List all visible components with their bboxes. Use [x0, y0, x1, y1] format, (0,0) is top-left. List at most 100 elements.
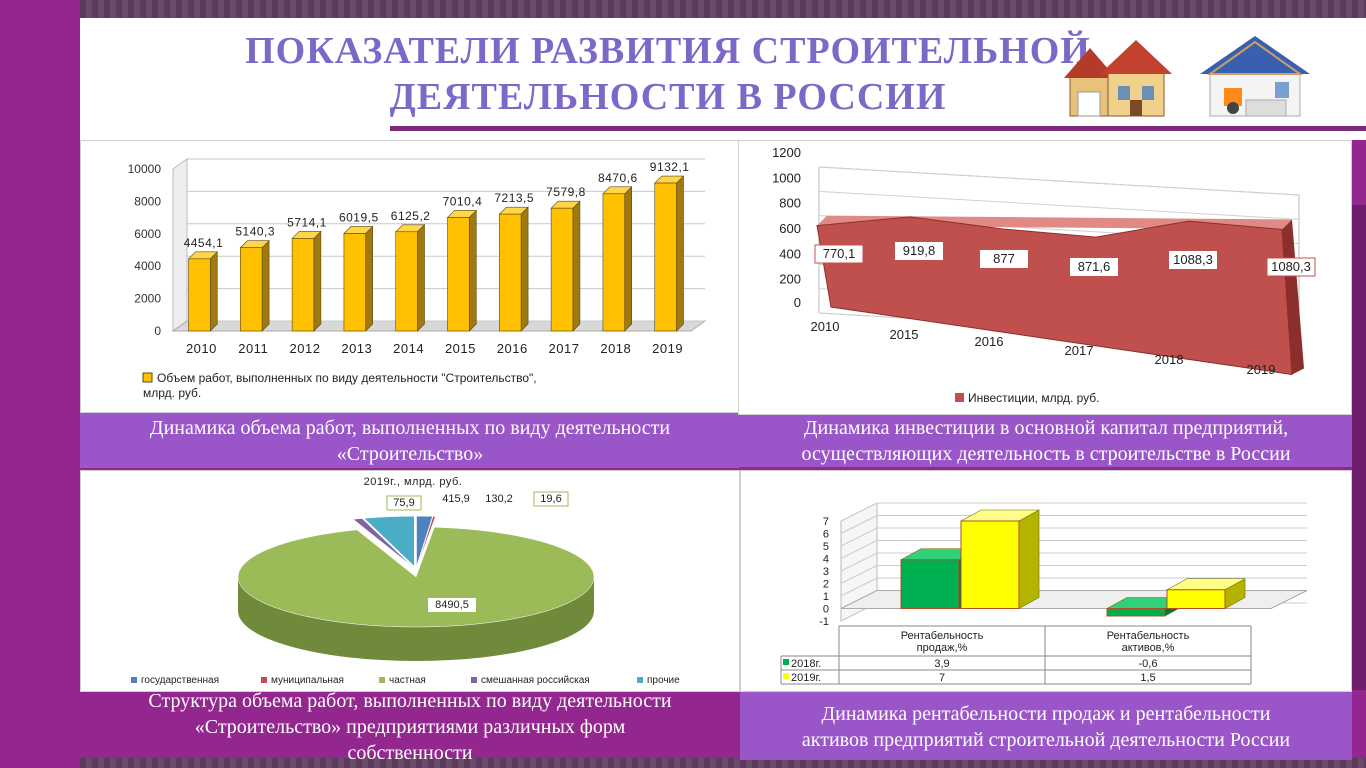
bar	[551, 208, 573, 331]
data-label: 919,8	[903, 243, 936, 258]
data-label: 1080,3	[1271, 259, 1311, 274]
bar-side	[417, 225, 424, 331]
bar-value-label: 5140,3	[235, 225, 275, 239]
bar-side	[1019, 510, 1039, 609]
legend-label: государственная	[141, 675, 219, 686]
title-underline	[390, 126, 1366, 131]
y-tick-label: 600	[779, 221, 801, 236]
bar	[961, 521, 1019, 609]
bar-value-label: 4454,1	[184, 236, 224, 250]
bar-side	[262, 241, 269, 331]
table-value: 1,5	[1140, 672, 1155, 684]
pie-title: 2019г., млрд. руб.	[364, 476, 463, 488]
houses-illustration	[1060, 30, 1340, 130]
bar-value-label: 7579,8	[546, 185, 586, 199]
table-value: 7	[939, 672, 945, 684]
caption-structure-line-1: Структура объема работ, выполненных по в…	[80, 688, 740, 714]
house-1-icon	[1064, 40, 1172, 116]
pie-value-label: 415,9	[442, 493, 470, 505]
area-series	[817, 217, 1292, 375]
y-tick-label: 6000	[134, 227, 161, 241]
bar-value-label: 6125,2	[391, 209, 431, 223]
legend-swatch	[143, 373, 152, 382]
x-tick-label: 2018	[600, 341, 631, 356]
y-tick-label: 1	[823, 591, 829, 603]
table-series-name: 2019г.	[791, 672, 821, 684]
title-line-2: ДЕЯТЕЛЬНОСТИ В РОССИИ	[188, 74, 1148, 120]
bar-value-label: 5714,1	[287, 215, 327, 229]
volume-chart-panel: 0 2000 4000 6000 8000 10000 4454,1 2010 5140,3 20…	[80, 140, 740, 413]
y-tick-label: 10000	[128, 162, 162, 176]
y-tick-label: 8000	[134, 194, 161, 208]
y-tick-label: 2000	[134, 292, 161, 306]
table-category-label: Рентабельность	[901, 630, 984, 642]
y-tick-label: 4	[823, 554, 829, 566]
caption-structure-line-2: «Строительство» предприятиями различных …	[80, 714, 740, 740]
left-accent-bar	[0, 0, 80, 768]
y-tick-label: 0	[794, 295, 801, 310]
x-tick-label: 2015	[445, 341, 476, 356]
table-category-label-line-2: активов,%	[1122, 642, 1175, 654]
bar	[1167, 590, 1225, 609]
pie-value-label: 130,2	[485, 493, 513, 505]
bar	[396, 232, 418, 331]
x-tick-label: 2010	[186, 341, 217, 356]
y-tick-label: 800	[779, 196, 801, 211]
investment-chart-panel: 0 200 400 600 800 1000 1200 770,1 2010 919,8 2015 8…	[738, 140, 1352, 415]
profitability-bar-chart: -101234567Рентабельностьпродаж,%Рентабел…	[741, 471, 1351, 691]
bar-value-label: 9132,1	[650, 160, 690, 174]
title-panel: ПОКАЗАТЕЛИ РАЗВИТИЯ СТРОИТЕЛЬНОЙ ДЕЯТЕЛЬ…	[80, 18, 1366, 140]
caption-investment: Динамика инвестиции в основной капитал п…	[740, 415, 1352, 467]
bar-side	[573, 201, 580, 331]
table-series-name: 2018г.	[791, 658, 821, 670]
legend-label: смешанная российская	[481, 675, 590, 686]
x-tick-label: 2015	[890, 327, 919, 342]
legend-label: прочие	[647, 675, 680, 686]
caption-structure: Структура объема работ, выполненных по в…	[80, 688, 740, 768]
bar-side	[210, 252, 217, 331]
x-tick-label: 2014	[393, 341, 424, 356]
house-2-icon	[1200, 36, 1310, 116]
caption-investment-line-1: Динамика инвестиции в основной капитал п…	[740, 415, 1352, 441]
data-label: 871,6	[1078, 259, 1111, 274]
legend-label: Объем работ, выполненных по виду деятель…	[157, 371, 537, 385]
table-series-swatch	[783, 673, 789, 679]
bar-side	[366, 226, 373, 331]
bar-side	[521, 207, 528, 331]
y-tick-label: 1000	[772, 170, 801, 185]
caption-volume: Динамика объема работ, выполненных по ви…	[80, 413, 740, 468]
legend-swatch	[955, 393, 964, 402]
caption-profitability-line-1: Динамика рентабельности продаж и рентабе…	[740, 701, 1352, 727]
x-tick-label: 2016	[497, 341, 528, 356]
legend-swatch	[637, 677, 643, 683]
x-tick-label: 2019	[652, 341, 683, 356]
legend-label: муниципальная	[271, 675, 344, 686]
bar	[603, 194, 625, 331]
caption-profitability-line-2: активов предприятий строительной деятель…	[740, 727, 1352, 753]
x-tick-label: 2017	[549, 341, 580, 356]
table-category-label: Рентабельность	[1107, 630, 1190, 642]
volume-bar-chart: 02000400060008000100004454,120105140,320…	[81, 141, 739, 412]
bar	[240, 248, 262, 331]
y-tick-label: 3	[823, 566, 829, 578]
y-tick-label: 200	[779, 272, 801, 287]
bar	[1107, 609, 1165, 617]
data-label: 877	[993, 251, 1015, 266]
legend-label: частная	[389, 675, 426, 686]
y-tick-label: 2	[823, 579, 829, 591]
right-accent-band	[1352, 205, 1366, 690]
pie-value-label: 19,6	[540, 493, 561, 505]
x-tick-label: 2010	[811, 319, 840, 334]
bar-value-label: 7010,4	[443, 194, 483, 208]
legend-label: Инвестиции, млрд. руб.	[968, 391, 1100, 405]
data-label: 770,1	[823, 246, 856, 261]
bar	[189, 259, 211, 331]
caption-volume-line-2: «Строительство»	[80, 441, 740, 467]
bar	[499, 214, 521, 331]
pie-slice	[238, 527, 594, 627]
x-tick-label: 2018	[1155, 352, 1184, 367]
y-tick-label: 1200	[772, 145, 801, 160]
bar-value-label: 8470,6	[598, 171, 638, 185]
bar	[448, 217, 470, 331]
y-tick-label: 4000	[134, 259, 161, 273]
